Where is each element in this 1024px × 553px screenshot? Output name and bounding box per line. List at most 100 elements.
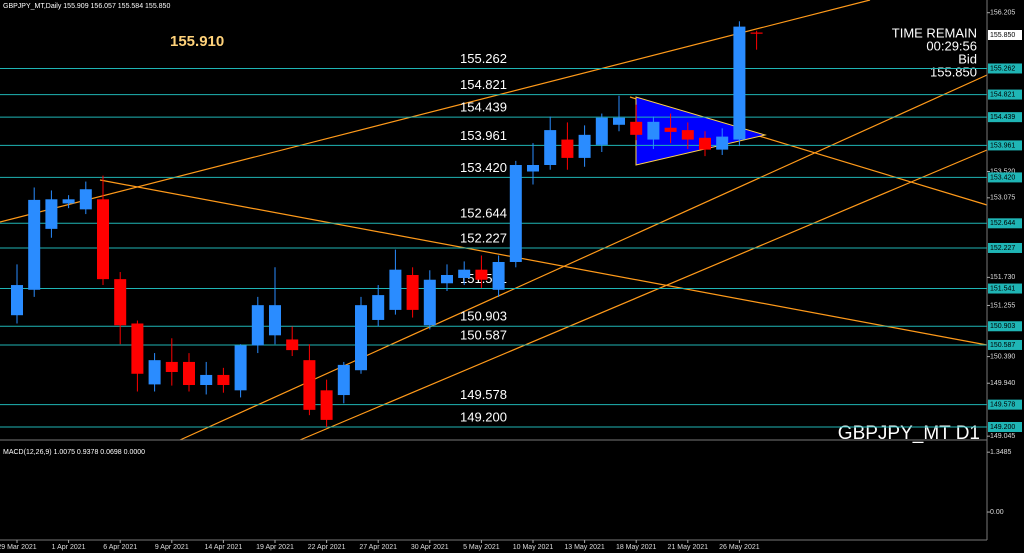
level-box bbox=[988, 140, 1022, 151]
y-tick-label: 150.390 bbox=[990, 353, 1015, 360]
level-axis-label: 149.578 bbox=[990, 401, 1015, 408]
candle-body bbox=[681, 130, 694, 140]
candle-body bbox=[458, 269, 471, 278]
candle-body bbox=[11, 285, 23, 316]
level-box bbox=[988, 321, 1022, 332]
level-axis-label: 151.541 bbox=[990, 285, 1015, 292]
level-box bbox=[988, 421, 1022, 432]
level-label: 155.262 bbox=[460, 51, 507, 66]
candle-body bbox=[630, 121, 643, 135]
candle-body bbox=[79, 189, 92, 210]
level-label: 152.227 bbox=[460, 230, 507, 245]
level-axis-label: 155.262 bbox=[990, 65, 1015, 72]
symbol-label: GBPJPY_MT D1 bbox=[838, 423, 980, 444]
time-remain: 00:29:56 bbox=[926, 38, 977, 53]
candle-body bbox=[62, 199, 75, 204]
bid-label: Bid bbox=[958, 51, 977, 66]
x-tick-label: 5 May 2021 bbox=[463, 544, 500, 551]
bid-axis-label: 155.850 bbox=[990, 32, 1015, 39]
x-tick-label: 1 Apr 2021 bbox=[52, 544, 86, 551]
level-label: 154.439 bbox=[460, 100, 507, 115]
candle-body bbox=[613, 117, 625, 125]
x-tick-label: 30 Apr 2021 bbox=[411, 544, 449, 551]
candle-body bbox=[337, 364, 350, 396]
candle-body bbox=[114, 279, 127, 326]
y-tick-label: 153.520 bbox=[990, 168, 1015, 175]
level-label: 154.821 bbox=[460, 77, 507, 92]
candle-body bbox=[165, 361, 178, 372]
candle-body bbox=[372, 295, 385, 320]
x-tick-label: 19 Apr 2021 bbox=[256, 544, 294, 551]
level-box bbox=[988, 63, 1022, 74]
candle-body bbox=[217, 374, 230, 385]
header: GBPJPY_MT,Daily 155.909 156.057 155.584 … bbox=[3, 3, 170, 10]
x-tick-label: 10 May 2021 bbox=[513, 544, 554, 551]
candle-body bbox=[647, 121, 660, 140]
candle-body bbox=[45, 199, 58, 229]
candle-body bbox=[97, 199, 109, 280]
candle-body bbox=[509, 165, 522, 262]
candle-body bbox=[595, 117, 608, 145]
y-tick-label: 151.730 bbox=[990, 274, 1015, 281]
macd-tick-label: 1.3485 bbox=[990, 449, 1012, 456]
macd-tick-label: 0.00 bbox=[990, 509, 1004, 516]
level-label: 150.587 bbox=[460, 327, 507, 342]
candle-body bbox=[200, 374, 213, 385]
bid: 155.850 bbox=[930, 64, 977, 79]
candle-body bbox=[286, 339, 299, 351]
x-tick-label: 13 May 2021 bbox=[564, 544, 605, 551]
candle-body bbox=[423, 279, 436, 326]
candle-body bbox=[406, 275, 419, 310]
level-box bbox=[988, 172, 1022, 183]
level-box bbox=[988, 218, 1022, 229]
candle-body bbox=[475, 269, 488, 280]
candle-body bbox=[28, 199, 41, 290]
candle-body bbox=[492, 261, 505, 290]
time-remain-label: TIME REMAIN bbox=[892, 25, 977, 40]
candle-body bbox=[716, 136, 729, 150]
level-axis-label: 154.821 bbox=[990, 91, 1015, 98]
level-box bbox=[988, 112, 1022, 123]
level-box bbox=[988, 283, 1022, 294]
level-axis-label: 150.587 bbox=[990, 342, 1015, 349]
candle-body bbox=[527, 165, 539, 172]
x-tick-label: 6 Apr 2021 bbox=[103, 544, 137, 551]
candle-body bbox=[303, 360, 316, 410]
x-tick-label: 14 Apr 2021 bbox=[205, 544, 243, 551]
macd-label: MACD(12,26,9) 1.0075 0.9378 0.0698 0.000… bbox=[3, 449, 145, 456]
candle-body bbox=[544, 130, 557, 165]
candle-body bbox=[355, 305, 367, 371]
candle-body bbox=[148, 360, 161, 385]
level-box bbox=[988, 242, 1022, 253]
candle-body bbox=[699, 137, 711, 150]
level-label: 153.961 bbox=[460, 128, 507, 143]
candle-body bbox=[441, 275, 453, 284]
trendline bbox=[299, 149, 988, 441]
bid-box bbox=[988, 30, 1022, 40]
level-box bbox=[988, 339, 1022, 350]
level-axis-label: 152.644 bbox=[990, 220, 1015, 227]
candle-body bbox=[183, 361, 195, 385]
level-axis-label: 154.439 bbox=[990, 114, 1015, 121]
candle-body bbox=[750, 32, 763, 34]
candle-body bbox=[389, 269, 402, 310]
candle-body bbox=[131, 323, 144, 374]
level-label: 149.200 bbox=[460, 409, 507, 424]
candle-body bbox=[578, 134, 591, 158]
x-tick-label: 18 May 2021 bbox=[616, 544, 657, 551]
x-tick-label: 21 May 2021 bbox=[668, 544, 709, 551]
level-label: 149.578 bbox=[460, 387, 507, 402]
candle-body bbox=[561, 139, 574, 158]
level-axis-label: 152.227 bbox=[990, 245, 1015, 252]
level-axis-label: 150.903 bbox=[990, 323, 1015, 330]
candle-body bbox=[251, 305, 264, 346]
y-tick-label: 156.205 bbox=[990, 10, 1015, 17]
level-box bbox=[988, 399, 1022, 410]
trendline bbox=[99, 179, 988, 346]
trendline bbox=[0, 0, 871, 223]
y-tick-label: 149.045 bbox=[990, 433, 1015, 440]
candle-body bbox=[234, 345, 247, 391]
y-tick-label: 149.940 bbox=[990, 380, 1015, 387]
